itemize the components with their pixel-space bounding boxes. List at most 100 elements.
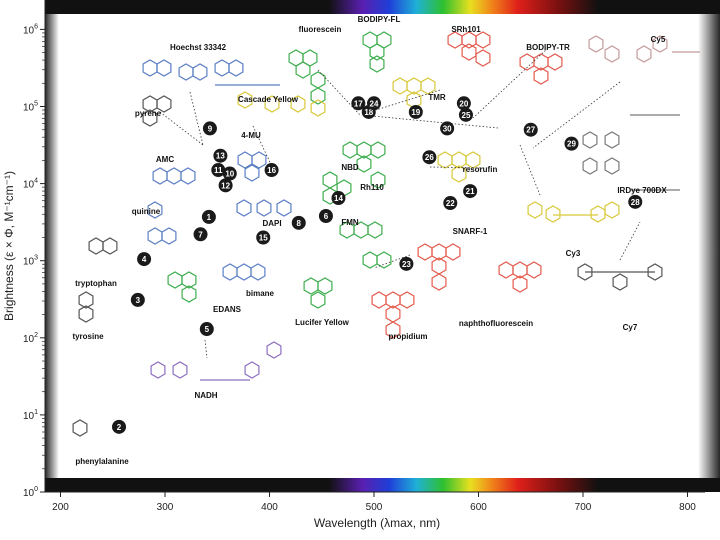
data-point: 12 <box>218 178 233 193</box>
ring-sketch <box>451 165 467 183</box>
ring-sketch <box>612 273 628 291</box>
ring-sketch <box>376 251 392 269</box>
data-point: 28 <box>628 194 643 209</box>
data-point: 1 <box>201 209 216 224</box>
compound-label: SNARF-1 <box>453 227 488 236</box>
point-marker <box>408 104 423 119</box>
ring-sketch <box>437 151 453 169</box>
point-number: 28 <box>631 198 640 207</box>
ring-sketch <box>236 199 252 217</box>
point-marker <box>199 322 214 337</box>
data-point: 3 <box>130 292 145 307</box>
ring-sketch <box>604 157 620 175</box>
leader-line <box>373 254 411 269</box>
ring-sketch <box>582 131 598 149</box>
ring-sketch <box>447 31 463 49</box>
ring-sketch <box>181 271 197 289</box>
point-marker <box>256 230 271 245</box>
leader-line <box>361 114 499 129</box>
point-number: 30 <box>443 124 452 133</box>
point-marker <box>222 166 237 181</box>
point-marker <box>264 163 279 178</box>
point-marker <box>463 184 478 199</box>
compound-label: SRh101 <box>451 25 481 34</box>
compound-label: Hoechst 33342 <box>170 43 227 52</box>
compound-label: BODIPY-FL <box>358 15 401 24</box>
y-tick-label: 106 <box>23 23 38 36</box>
point-marker <box>628 194 643 209</box>
leader-line <box>189 91 204 146</box>
ring-sketch <box>152 167 168 185</box>
ring-sketch <box>647 263 663 281</box>
edge-shading-right <box>698 14 720 478</box>
point-number: 13 <box>216 152 225 161</box>
ring-sketch <box>237 91 253 109</box>
y-tick-label: 104 <box>23 178 38 191</box>
ring-sketch <box>417 243 433 261</box>
data-point: 2 <box>112 419 127 434</box>
leader-line <box>472 47 549 119</box>
ring-sketch <box>475 31 491 49</box>
point-number: 2 <box>117 423 122 432</box>
ring-sketch <box>161 227 177 245</box>
compound-label: TMR <box>428 93 446 102</box>
x-tick-label: 300 <box>157 502 174 513</box>
data-point: 4 <box>137 252 152 267</box>
point-marker <box>456 96 471 111</box>
data-point: 22 <box>443 196 458 211</box>
compound-label: Cy7 <box>623 323 638 332</box>
ring-sketch <box>526 261 542 279</box>
point-number: 24 <box>370 99 379 108</box>
ring-sketch <box>102 237 118 255</box>
ring-sketch <box>461 43 477 61</box>
point-marker <box>193 227 208 242</box>
ring-sketch <box>256 199 272 217</box>
data-point: 5 <box>199 322 214 337</box>
data-point: 14 <box>331 191 346 206</box>
compound-label: tryptophan <box>75 279 117 288</box>
ring-sketch <box>142 59 158 77</box>
compound-label: pyrene <box>135 109 162 118</box>
ring-sketch <box>577 263 593 281</box>
point-number: 6 <box>324 212 329 221</box>
ring-sketch <box>604 201 620 219</box>
x-tick-label: 800 <box>679 502 696 513</box>
x-tick-label: 200 <box>52 502 69 513</box>
point-number: 26 <box>425 153 434 162</box>
data-point: 6 <box>318 208 333 223</box>
ring-sketch <box>156 95 172 113</box>
ring-sketch <box>498 261 514 279</box>
point-number: 17 <box>354 99 363 108</box>
spectrum-band-bottom <box>45 478 720 492</box>
data-point: 15 <box>256 230 271 245</box>
ring-sketch <box>475 49 491 67</box>
ring-sketch <box>392 77 408 95</box>
x-tick-label: 400 <box>261 502 278 513</box>
point-number: 10 <box>225 170 234 179</box>
ring-sketch <box>356 155 372 173</box>
ring-sketch <box>180 167 196 185</box>
point-number: 8 <box>297 219 302 228</box>
point-number: 5 <box>205 325 210 334</box>
point-marker <box>112 419 127 434</box>
ring-sketch <box>251 151 267 169</box>
ring-sketch <box>461 31 477 49</box>
point-marker <box>211 163 226 178</box>
ring-sketch <box>244 164 260 182</box>
ring-sketch <box>266 341 282 359</box>
point-marker <box>318 208 333 223</box>
compound-label: Cy3 <box>566 249 581 258</box>
point-number: 11 <box>214 166 223 175</box>
y-tick-label: 100 <box>23 486 38 499</box>
ring-sketch <box>78 291 94 309</box>
point-number: 3 <box>136 296 141 305</box>
y-axis-title: Brightness (ε × Φ, M⁻¹cm⁻¹) <box>2 171 16 321</box>
ring-sketch <box>367 221 383 239</box>
data-point: 26 <box>422 150 437 165</box>
ring-sketch <box>295 61 311 79</box>
ring-sketch <box>512 275 528 293</box>
point-number: 29 <box>567 140 576 149</box>
point-marker <box>399 256 414 271</box>
ring-sketch <box>636 45 652 63</box>
